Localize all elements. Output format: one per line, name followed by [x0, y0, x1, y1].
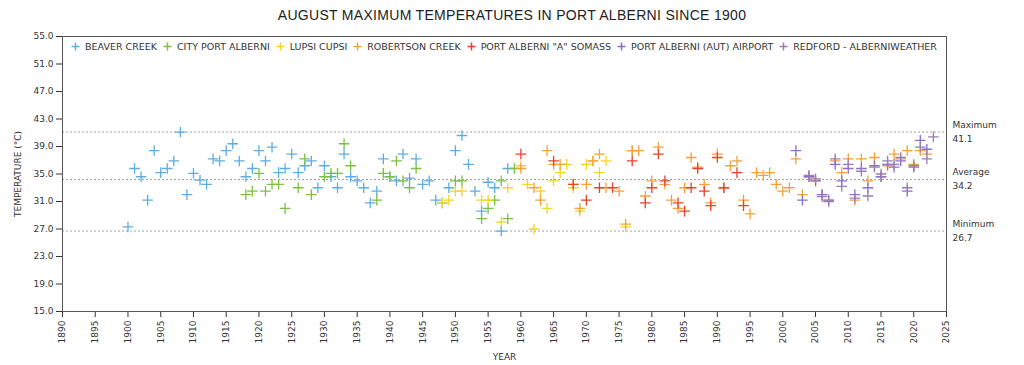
svg-text:1950: 1950 [450, 320, 460, 343]
svg-text:Minimum: Minimum [953, 219, 995, 229]
svg-text:43.0: 43.0 [33, 114, 53, 124]
svg-text:1995: 1995 [745, 321, 755, 344]
svg-text:1990: 1990 [712, 320, 722, 343]
html-text:PORT ALBERNI (AUT) AIRPORT: PORT ALBERNI (AUT) AIRPORT [630, 41, 774, 52]
html-text:AUGUST MAXIMUM TEMPERATURES IN: AUGUST MAXIMUM TEMPERATURES IN PORT ALBE… [277, 7, 747, 23]
svg-text:1915: 1915 [221, 321, 231, 344]
svg-text:35.0: 35.0 [33, 169, 53, 179]
svg-text:1970: 1970 [581, 320, 591, 343]
svg-text:Average: Average [953, 167, 990, 177]
svg-text:26.7: 26.7 [953, 233, 973, 243]
svg-text:39.0: 39.0 [33, 141, 53, 151]
svg-text:1940: 1940 [385, 320, 395, 343]
svg-text:2015: 2015 [876, 321, 886, 344]
svg-text:1930: 1930 [319, 320, 329, 343]
html-text:REDFORD - ALBERNIWEATHER: REDFORD - ALBERNIWEATHER [793, 41, 937, 52]
svg-text:1905: 1905 [156, 321, 166, 344]
svg-text:1910: 1910 [188, 320, 198, 343]
svg-text:1980: 1980 [647, 320, 657, 343]
svg-text:19.0: 19.0 [33, 279, 53, 289]
svg-text:47.0: 47.0 [33, 86, 53, 96]
html-text:BEAVER CREEK: BEAVER CREEK [85, 41, 157, 52]
html-text:ROBERTSON CREEK: ROBERTSON CREEK [367, 41, 461, 52]
html-text:CITY PORT ALBERNI: CITY PORT ALBERNI [177, 41, 270, 52]
svg-text:2000: 2000 [778, 320, 788, 343]
svg-text:2025: 2025 [941, 321, 951, 344]
html-text:PORT ALBERNI "A" SOMASS: PORT ALBERNI "A" SOMASS [480, 41, 611, 52]
svg-text:1895: 1895 [90, 321, 100, 344]
svg-text:1955: 1955 [483, 321, 493, 344]
svg-text:1920: 1920 [254, 320, 264, 343]
html-text:LUPSI CUPSI: LUPSI CUPSI [289, 41, 348, 52]
svg-text:TEMPERATURE (°C): TEMPERATURE (°C) [13, 131, 23, 218]
svg-text:2010: 2010 [843, 320, 853, 343]
svg-text:41.1: 41.1 [953, 134, 973, 144]
svg-text:27.0: 27.0 [33, 224, 53, 234]
svg-text:31.0: 31.0 [33, 196, 53, 206]
svg-text:23.0: 23.0 [33, 251, 53, 261]
svg-text:51.0: 51.0 [33, 59, 53, 69]
svg-text:1925: 1925 [287, 321, 297, 344]
svg-text:15.0: 15.0 [33, 306, 53, 316]
svg-text:2020: 2020 [909, 320, 919, 343]
svg-text:YEAR: YEAR [492, 352, 517, 362]
svg-text:1960: 1960 [516, 320, 526, 343]
svg-text:1985: 1985 [679, 321, 689, 344]
svg-text:55.0: 55.0 [33, 31, 53, 41]
svg-text:1890: 1890 [57, 320, 67, 343]
svg-text:1965: 1965 [548, 321, 558, 344]
svg-text:1975: 1975 [614, 321, 624, 344]
svg-text:Maximum: Maximum [953, 120, 997, 130]
svg-text:1945: 1945 [418, 321, 428, 344]
svg-text:1900: 1900 [123, 320, 133, 343]
svg-text:1935: 1935 [352, 321, 362, 344]
svg-text:2005: 2005 [810, 321, 820, 344]
svg-text:34.2: 34.2 [953, 181, 973, 191]
